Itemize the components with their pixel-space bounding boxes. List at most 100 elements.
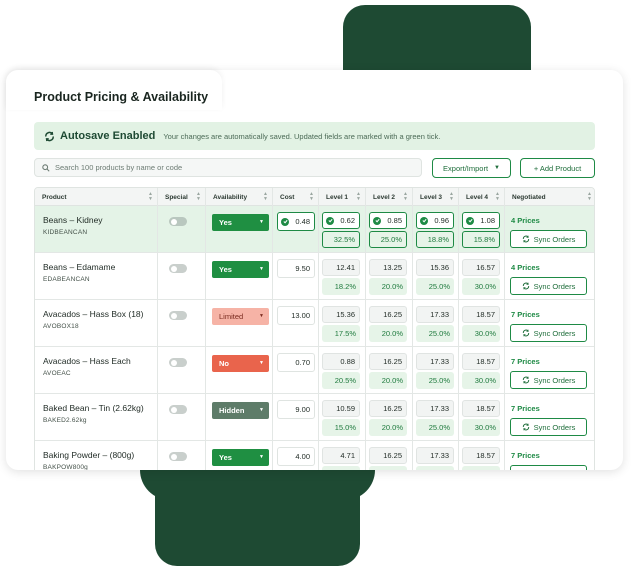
availability-select[interactable]: Limited ▼ — [212, 308, 269, 325]
negotiated-count[interactable]: 7 Prices — [511, 404, 540, 413]
column-negotiated[interactable]: Negotiated ▲ ▼ — [505, 188, 594, 206]
sort-icon: ▲ ▼ — [309, 191, 314, 202]
level-4-cell: 16.57 30.0% — [459, 253, 505, 300]
search-input[interactable]: Search 100 products by name or code — [34, 158, 422, 177]
level-1-cell: 15.36 17.5% — [319, 300, 366, 347]
level-2-cell: 16.25 20.0% — [366, 441, 413, 470]
chevron-down-icon: ▼ — [259, 313, 264, 319]
sync-orders-button[interactable]: Sync Orders — [510, 277, 587, 295]
column-level2[interactable]: Level 2 ▲ ▼ — [366, 188, 413, 206]
cost-input[interactable]: 9.00 — [277, 400, 315, 419]
sync-orders-label: Sync Orders — [533, 328, 576, 338]
product-name: Baking Powder – (800g) — [43, 450, 135, 460]
cost-cell: 13.00 — [273, 300, 319, 347]
special-toggle[interactable] — [169, 358, 187, 367]
level-margin-value: 20.0% — [381, 376, 403, 385]
negotiated-count[interactable]: 7 Prices — [511, 310, 540, 319]
column-level1[interactable]: Level 1 ▲ ▼ — [319, 188, 366, 206]
availability-select[interactable]: Yes ▼ — [212, 449, 269, 466]
level-3-cell: 15.36 25.0% — [413, 253, 459, 300]
cost-input[interactable]: 13.00 — [277, 306, 315, 325]
pricing-panel: Product Pricing & Availability Autosave … — [6, 70, 623, 470]
column-product[interactable]: Product ▲ ▼ — [35, 188, 158, 206]
level-margin-value: 20.0% — [381, 282, 403, 291]
availability-select[interactable]: Yes ▼ — [212, 261, 269, 278]
level-4-price-input[interactable]: 18.57 — [462, 306, 500, 323]
export-import-button[interactable]: Export/Import ▼ — [432, 158, 511, 178]
product-cell: Beans – Kidney KIDBEANCAN — [35, 206, 158, 253]
level-2-price-input[interactable]: 16.25 — [369, 306, 407, 323]
level-1-price-input[interactable]: 0.62 — [322, 212, 360, 229]
availability-select[interactable]: Yes ▼ — [212, 214, 269, 231]
level-price-value: 0.96 — [434, 216, 449, 225]
cost-input[interactable]: 0.70 — [277, 353, 315, 372]
level-2-price-input[interactable]: 0.85 — [369, 212, 407, 229]
level-3-cell: 17.33 25.0% — [413, 347, 459, 394]
level-1-price-input[interactable]: 0.88 — [322, 353, 360, 370]
level-4-price-input[interactable]: 16.57 — [462, 259, 500, 276]
negotiated-cell: 7 Prices Sync Orders — [505, 394, 594, 441]
level-4-price-input[interactable]: 18.57 — [462, 353, 500, 370]
level-4-price-input[interactable]: 18.57 — [462, 447, 500, 464]
level-3-price-input[interactable]: 17.33 — [416, 400, 454, 417]
sync-orders-button[interactable]: Sync Orders — [510, 418, 587, 436]
negotiated-count[interactable]: 7 Prices — [511, 357, 540, 366]
level-4-cell: 1.08 15.8% — [459, 206, 505, 253]
level-3-margin: 25.0% — [416, 372, 454, 389]
negotiated-cell: 7 Prices Sync Orders — [505, 300, 594, 347]
level-4-price-input[interactable]: 1.08 — [462, 212, 500, 229]
cost-input[interactable]: 4.00 — [277, 447, 315, 466]
column-level3[interactable]: Level 3 ▲ ▼ — [413, 188, 459, 206]
panel-tab — [6, 70, 222, 110]
sync-orders-label: Sync Orders — [533, 281, 576, 291]
sync-orders-button[interactable]: Sync Orders — [510, 324, 587, 342]
add-product-button[interactable]: + Add Product — [520, 158, 595, 178]
column-cost-label: Cost — [280, 193, 295, 201]
cost-cell: 0.48 — [273, 206, 319, 253]
sync-orders-button[interactable]: Sync Orders — [510, 371, 587, 389]
level-3-price-input[interactable]: 17.33 — [416, 306, 454, 323]
cost-cell: 9.50 — [273, 253, 319, 300]
level-price-value: 4.71 — [340, 451, 355, 460]
level-1-price-input[interactable]: 4.71 — [322, 447, 360, 464]
column-special[interactable]: Special ▲ ▼ — [158, 188, 206, 206]
level-3-price-input[interactable]: 17.33 — [416, 447, 454, 464]
level-3-price-input[interactable]: 0.96 — [416, 212, 454, 229]
availability-select[interactable]: No ▼ — [212, 355, 269, 372]
level-2-price-input[interactable]: 13.25 — [369, 259, 407, 276]
product-cell: Avacados – Hass Box (18) AVOBOX18 — [35, 300, 158, 347]
special-cell — [158, 253, 206, 300]
level-2-price-input[interactable]: 16.25 — [369, 400, 407, 417]
sort-icon: ▲ ▼ — [495, 191, 500, 202]
sync-orders-button[interactable]: Sync Orders — [510, 230, 587, 248]
special-toggle[interactable] — [169, 264, 187, 273]
column-cost[interactable]: Cost ▲ ▼ — [273, 188, 319, 206]
level-4-price-input[interactable]: 18.57 — [462, 400, 500, 417]
products-table: Product ▲ ▼ Special ▲ ▼ Availability ▲ ▼ Cost ▲… — [34, 187, 595, 470]
sync-icon — [45, 131, 54, 141]
level-margin-value: 17.5% — [334, 329, 356, 338]
level-2-price-input[interactable]: 16.25 — [369, 353, 407, 370]
level-1-price-input[interactable]: 15.36 — [322, 306, 360, 323]
special-toggle[interactable] — [169, 452, 187, 461]
cost-input[interactable]: 9.50 — [277, 259, 315, 278]
special-toggle[interactable] — [169, 311, 187, 320]
level-2-margin: 20.0% — [369, 372, 407, 389]
negotiated-count[interactable]: 4 Prices — [511, 216, 540, 225]
cost-input[interactable]: 0.48 — [277, 212, 315, 231]
special-toggle[interactable] — [169, 217, 187, 226]
availability-select[interactable]: Hidden ▼ — [212, 402, 269, 419]
negotiated-count[interactable]: 4 Prices — [511, 263, 540, 272]
level-3-price-input[interactable]: 17.33 — [416, 353, 454, 370]
column-level4[interactable]: Level 4 ▲ ▼ — [459, 188, 505, 206]
level-2-price-input[interactable]: 16.25 — [369, 447, 407, 464]
autosave-banner: Autosave Enabled Your changes are automa… — [34, 122, 595, 150]
sync-orders-button[interactable]: Sync Orders — [510, 465, 587, 470]
column-availability[interactable]: Availability ▲ ▼ — [206, 188, 273, 206]
level-1-cell: 0.88 20.5% — [319, 347, 366, 394]
level-3-price-input[interactable]: 15.36 — [416, 259, 454, 276]
special-toggle[interactable] — [169, 405, 187, 414]
level-1-price-input[interactable]: 12.41 — [322, 259, 360, 276]
negotiated-count[interactable]: 7 Prices — [511, 451, 540, 460]
level-1-price-input[interactable]: 10.59 — [322, 400, 360, 417]
